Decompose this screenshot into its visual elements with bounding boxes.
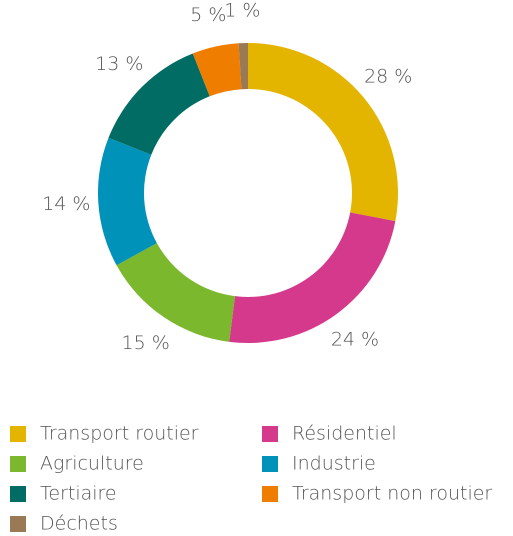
legend-swatch bbox=[10, 426, 26, 442]
legend-label: Transport non routier bbox=[292, 483, 492, 505]
legend-swatch bbox=[262, 426, 278, 442]
slice bbox=[229, 212, 396, 343]
data-label: 5 % bbox=[190, 4, 226, 26]
data-label: 1 % bbox=[224, 0, 260, 22]
legend-swatch bbox=[262, 456, 278, 472]
legend-label: Déchets bbox=[40, 513, 118, 535]
slice bbox=[192, 43, 242, 97]
data-label: 13 % bbox=[95, 53, 143, 75]
slice bbox=[108, 53, 210, 155]
legend-swatch bbox=[262, 486, 278, 502]
slice bbox=[97, 137, 157, 266]
legend-swatch bbox=[10, 456, 26, 472]
legend-label: Transport routier bbox=[40, 423, 199, 445]
legend-swatch bbox=[10, 486, 26, 502]
legend-label: Résidentiel bbox=[292, 423, 397, 445]
legend-label: Industrie bbox=[292, 453, 376, 475]
data-label: 24 % bbox=[331, 329, 379, 351]
data-label: 14 % bbox=[42, 193, 90, 215]
slice bbox=[238, 43, 248, 90]
legend-swatch bbox=[10, 516, 26, 532]
legend-label: Tertiaire bbox=[40, 483, 117, 505]
slice bbox=[248, 43, 398, 222]
legend-label: Agriculture bbox=[40, 453, 144, 475]
data-label: 15 % bbox=[122, 332, 170, 354]
slice bbox=[116, 243, 235, 342]
data-label: 28 % bbox=[364, 65, 412, 87]
